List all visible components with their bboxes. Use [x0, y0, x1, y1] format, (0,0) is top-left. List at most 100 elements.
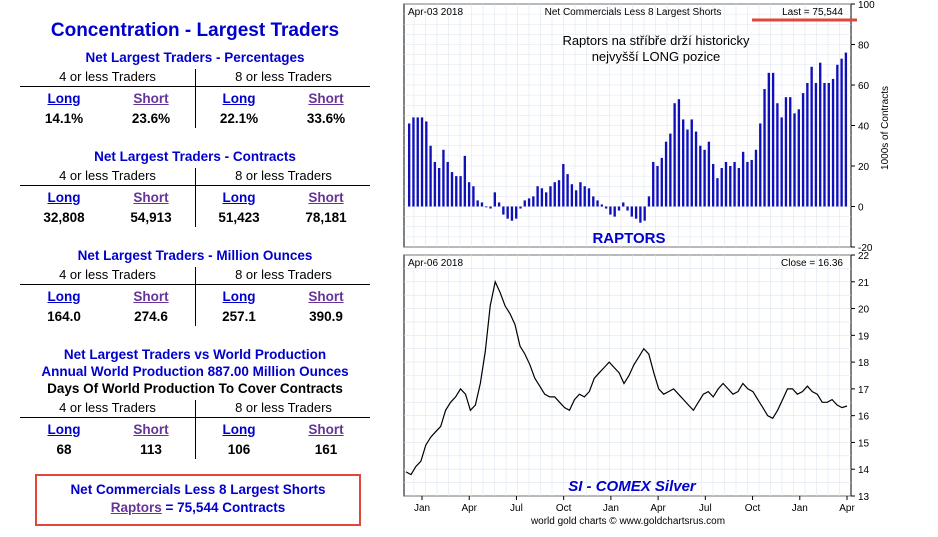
- long-link[interactable]: Long: [222, 422, 256, 437]
- short-link[interactable]: Short: [133, 190, 169, 205]
- column-divider: [195, 417, 196, 459]
- value-cell: 51,423: [218, 210, 260, 225]
- bar: [472, 186, 475, 207]
- bar: [643, 206, 646, 221]
- bar: [536, 186, 539, 207]
- chart-title: Net Commercials Less 8 Largest Shorts: [545, 7, 722, 18]
- short-link[interactable]: Short: [133, 422, 169, 437]
- long-link[interactable]: Long: [222, 289, 256, 304]
- bar: [570, 184, 574, 207]
- bar: [450, 172, 454, 207]
- y-tick-label: 60: [858, 81, 870, 92]
- bar: [523, 200, 526, 207]
- sub-4-label: 4 or less Traders: [59, 400, 156, 415]
- y-axis-title: 1000s of Contracts: [880, 86, 891, 170]
- section-title-contracts: Net Largest Traders - Contracts: [94, 149, 296, 164]
- y-tick-label: 21: [858, 278, 870, 289]
- x-tick-label: Jan: [414, 503, 430, 514]
- bar: [840, 58, 843, 207]
- bar: [673, 103, 676, 207]
- value-cell: 33.6%: [306, 111, 346, 126]
- x-tick-label: Apr: [461, 503, 477, 514]
- bar: [412, 117, 415, 207]
- bar: [489, 206, 492, 209]
- chart-date-label: Apr-06 2018: [408, 258, 463, 269]
- bar: [776, 103, 779, 207]
- x-tick-label: Jul: [510, 503, 523, 514]
- bar: [630, 206, 633, 217]
- short-link[interactable]: Short: [308, 289, 344, 304]
- bar: [844, 52, 848, 207]
- short-link[interactable]: Short: [133, 91, 169, 106]
- bar: [574, 190, 578, 207]
- bar: [549, 186, 552, 207]
- bar: [502, 206, 505, 215]
- long-link[interactable]: Long: [222, 190, 256, 205]
- bar: [600, 204, 604, 207]
- bar: [767, 72, 771, 207]
- bar: [540, 188, 544, 207]
- close-value-label: Close = 16.36: [781, 258, 843, 269]
- value-cell: 14.1%: [44, 111, 84, 126]
- bar: [759, 123, 762, 207]
- y-tick-label: 100: [858, 0, 875, 11]
- short-link[interactable]: Short: [308, 422, 344, 437]
- bar: [583, 186, 586, 207]
- y-tick-label: 19: [858, 331, 870, 342]
- bar: [707, 141, 711, 207]
- long-link[interactable]: Long: [222, 91, 256, 106]
- section-subtitle-days: Days Of World Production To Cover Contra…: [47, 381, 343, 396]
- section-title-ounces: Net Largest Traders - Million Ounces: [77, 248, 313, 263]
- value-cell: 161: [314, 442, 338, 457]
- bar: [493, 192, 496, 207]
- bar: [604, 206, 608, 209]
- bar: [617, 206, 621, 211]
- y-tick-label: 20: [858, 305, 870, 316]
- sub-8-label: 8 or less Traders: [235, 168, 332, 183]
- bar: [699, 145, 702, 207]
- section-subheader: 4 or less Traders 8 or less Traders: [20, 400, 370, 418]
- value-cell: 23.6%: [131, 111, 171, 126]
- x-tick-label: Oct: [745, 503, 761, 514]
- long-link[interactable]: Long: [47, 91, 81, 106]
- bar: [664, 141, 668, 207]
- value-cell: 390.9: [309, 309, 343, 324]
- section-subheader: 4 or less Traders 8 or less Traders: [20, 69, 370, 87]
- bar: [587, 188, 591, 207]
- sub-4-label: 4 or less Traders: [59, 168, 156, 183]
- bar: [626, 206, 629, 211]
- section-title-percentages: Net Largest Traders - Percentages: [85, 50, 305, 65]
- value-cell: 32,808: [43, 210, 85, 225]
- raptors-value: = 75,544 Contracts: [161, 500, 286, 515]
- bar: [553, 182, 556, 207]
- series-label: RAPTORS: [592, 230, 665, 247]
- chart-annotation: nejvyšší LONG pozice: [592, 49, 721, 64]
- short-link[interactable]: Short: [308, 190, 344, 205]
- bar: [763, 89, 766, 207]
- bar: [789, 97, 792, 207]
- bar: [480, 202, 484, 207]
- bar: [455, 176, 458, 207]
- short-link[interactable]: Short: [308, 91, 344, 106]
- raptors-link[interactable]: Raptors: [110, 500, 162, 515]
- value-cell: 164.0: [47, 309, 81, 324]
- bar: [519, 206, 522, 209]
- bar: [579, 182, 582, 207]
- bar: [729, 166, 732, 207]
- y-tick-label: 40: [858, 122, 870, 133]
- long-link[interactable]: Long: [47, 289, 81, 304]
- sub-8-label: 8 or less Traders: [235, 267, 332, 282]
- section-subtitle-annual: Annual World Production 887.00 Million O…: [41, 364, 349, 379]
- bar: [733, 161, 736, 207]
- bar: [476, 200, 479, 207]
- value-cell: 257.1: [222, 309, 256, 324]
- series-label: SI - COMEX Silver: [568, 478, 697, 495]
- short-link[interactable]: Short: [133, 289, 169, 304]
- section-subheader: 4 or less Traders 8 or less Traders: [20, 168, 370, 186]
- bar: [677, 99, 681, 207]
- long-link[interactable]: Long: [47, 190, 81, 205]
- y-tick-label: 0: [858, 203, 864, 214]
- bar: [459, 176, 462, 207]
- long-link[interactable]: Long: [47, 422, 81, 437]
